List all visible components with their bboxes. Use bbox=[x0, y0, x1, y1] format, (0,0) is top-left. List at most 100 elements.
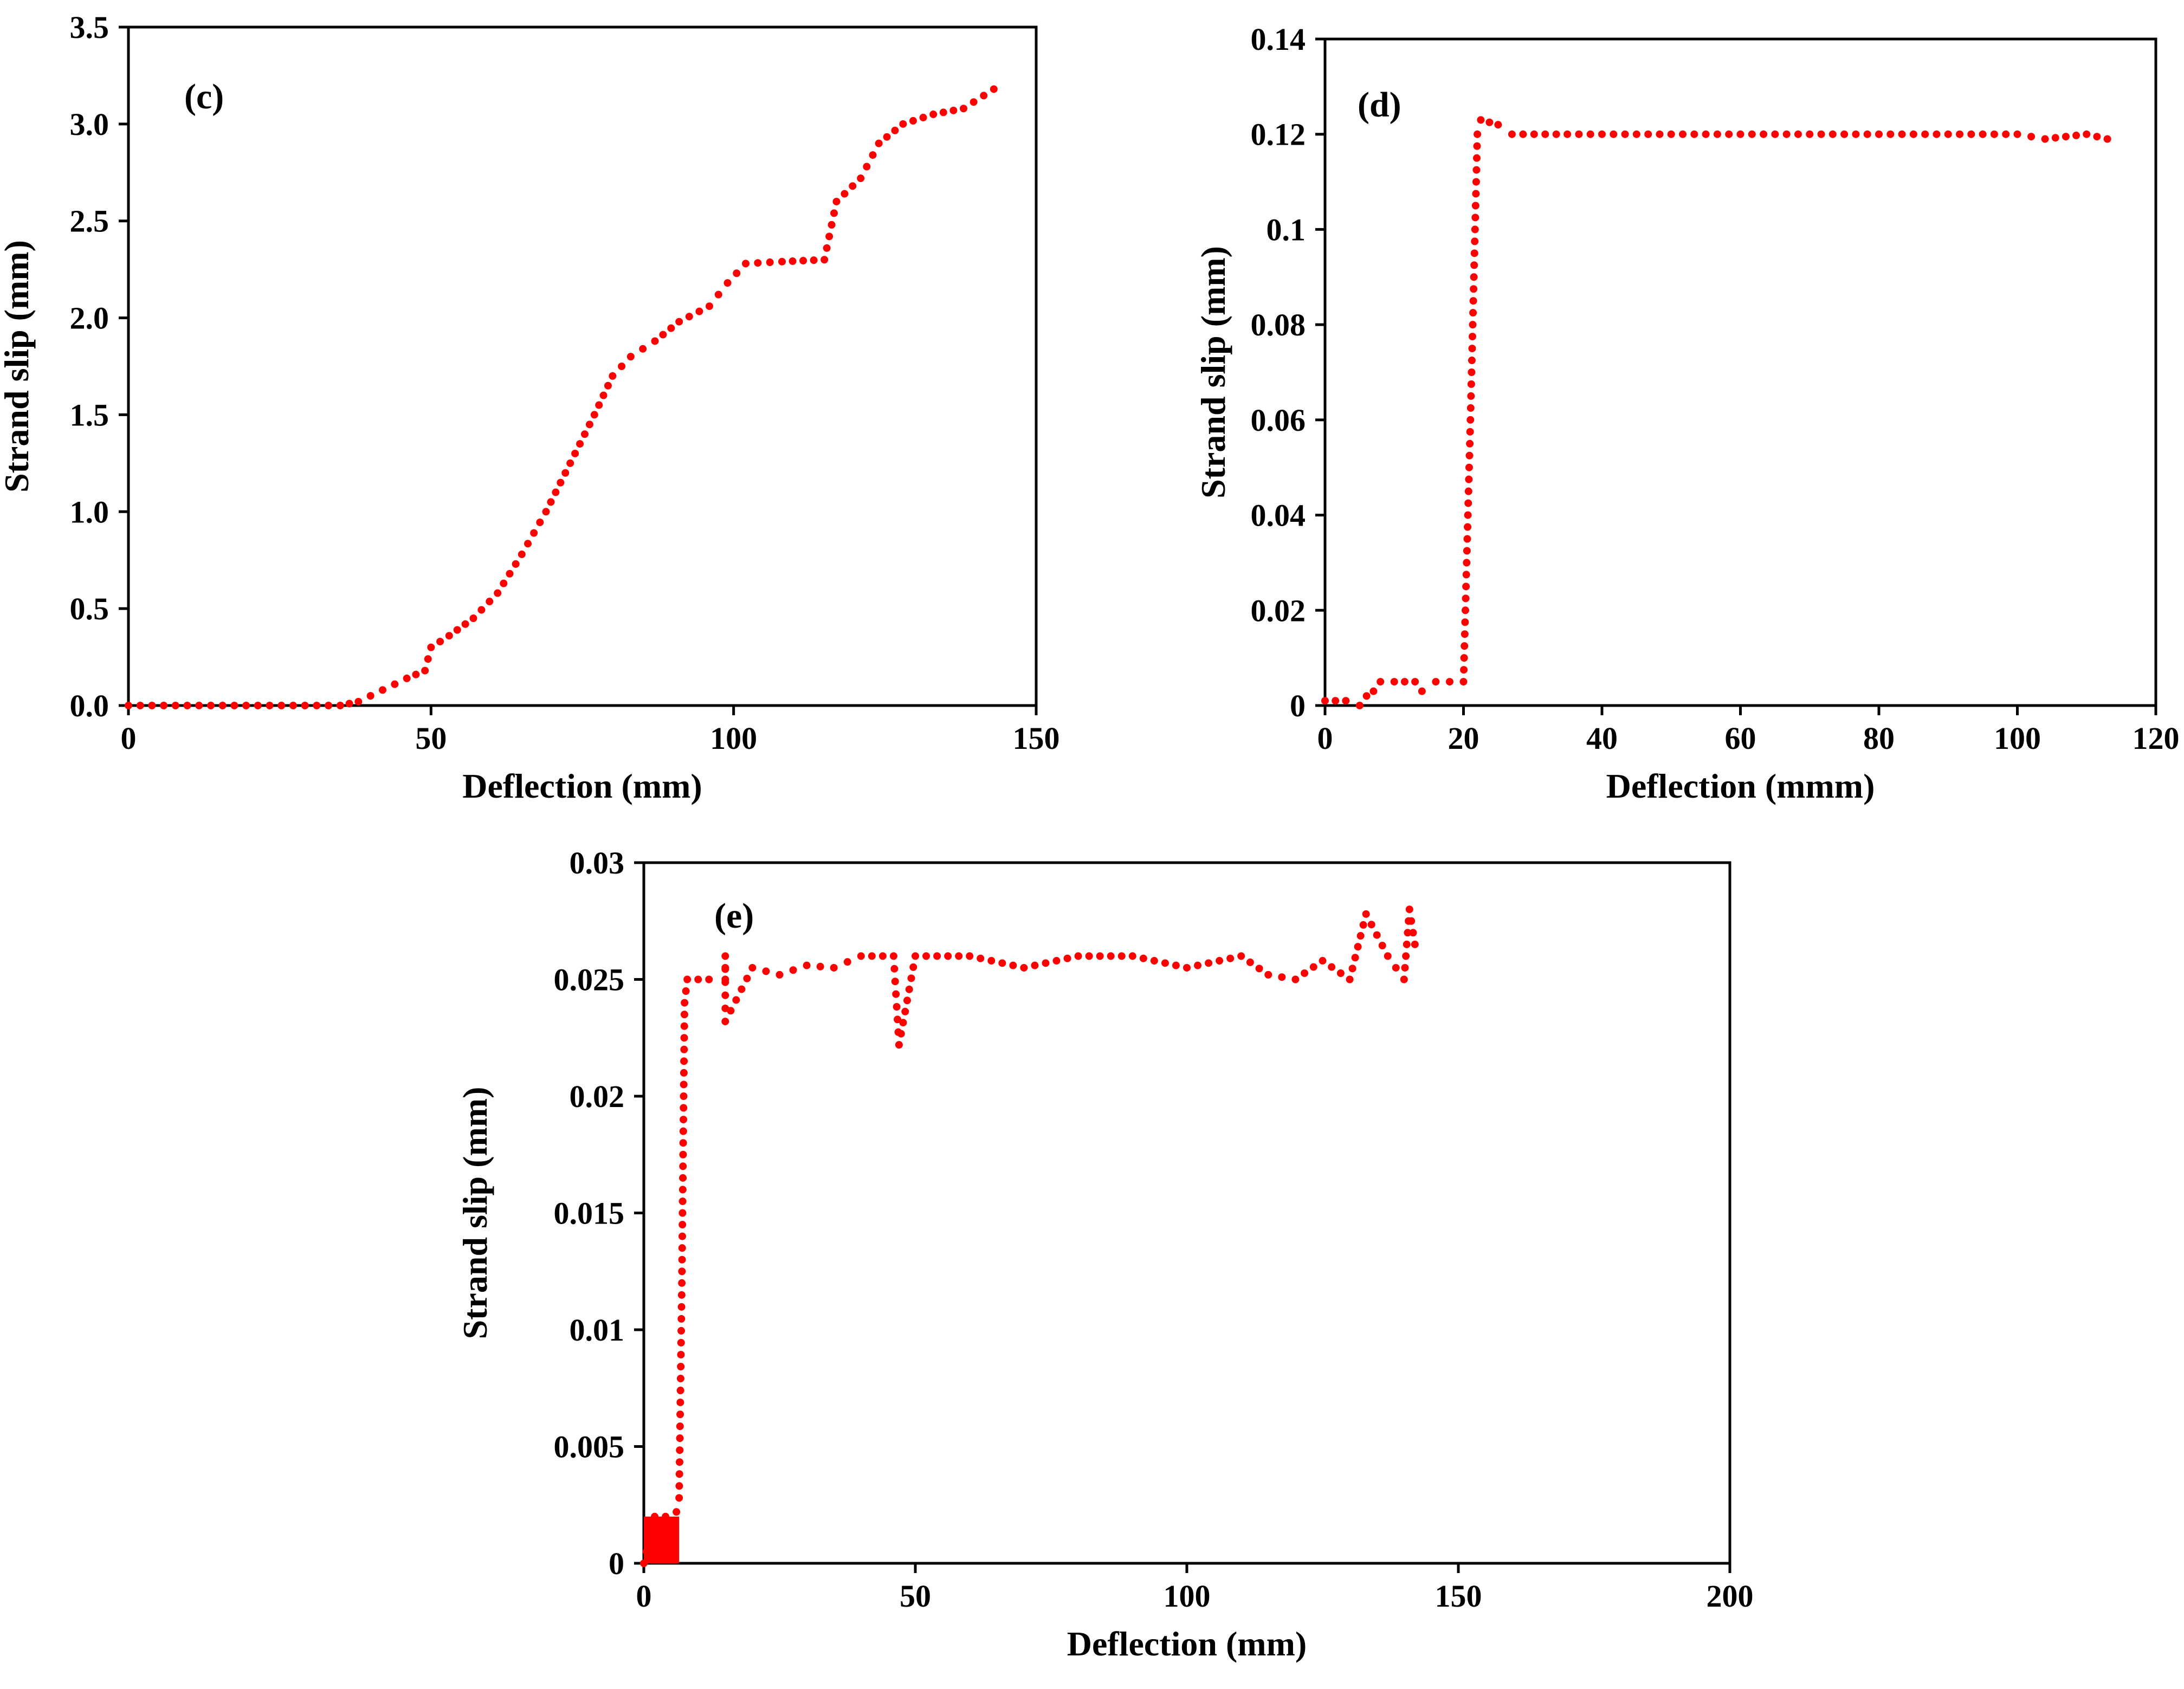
data-point bbox=[1575, 130, 1583, 138]
x-tick-label: 150 bbox=[1435, 1578, 1482, 1614]
data-point bbox=[1886, 130, 1895, 138]
data-point bbox=[1921, 130, 1929, 138]
data-point bbox=[980, 92, 988, 100]
data-point bbox=[1377, 678, 1385, 686]
data-point bbox=[1020, 963, 1028, 972]
data-point bbox=[966, 952, 974, 960]
data-point bbox=[1359, 921, 1367, 929]
data-point bbox=[1128, 952, 1136, 960]
data-point bbox=[1472, 178, 1480, 186]
x-tick-label: 80 bbox=[1863, 721, 1895, 756]
data-point bbox=[676, 1399, 684, 1407]
data-point bbox=[901, 1007, 909, 1015]
data-point bbox=[899, 120, 907, 128]
data-point bbox=[1411, 940, 1419, 948]
data-point bbox=[680, 1034, 688, 1042]
data-point bbox=[1469, 309, 1477, 317]
data-point bbox=[820, 256, 829, 264]
data-point bbox=[1226, 954, 1235, 962]
data-point bbox=[1264, 970, 1272, 979]
data-point bbox=[1362, 692, 1371, 700]
data-point bbox=[1472, 154, 1481, 162]
data-point bbox=[680, 1104, 688, 1112]
data-point bbox=[1172, 961, 1180, 969]
data-point bbox=[626, 353, 635, 361]
data-point bbox=[1944, 130, 1952, 138]
data-point bbox=[609, 372, 617, 380]
data-point bbox=[530, 529, 538, 537]
data-point bbox=[325, 702, 333, 709]
data-point bbox=[1736, 130, 1744, 138]
data-point bbox=[2062, 133, 2070, 141]
data-point bbox=[970, 98, 978, 106]
data-point bbox=[1462, 583, 1470, 591]
data-point bbox=[1470, 285, 1478, 293]
data-point bbox=[677, 1303, 686, 1311]
data-point bbox=[659, 331, 667, 339]
data-point bbox=[903, 996, 911, 1005]
data-point bbox=[2051, 134, 2059, 142]
x-tick-label: 40 bbox=[1586, 721, 1618, 756]
data-point bbox=[313, 702, 321, 709]
data-point bbox=[1852, 130, 1860, 138]
data-point bbox=[949, 106, 958, 114]
data-point bbox=[171, 702, 179, 709]
data-point bbox=[868, 952, 876, 960]
data-point bbox=[566, 459, 574, 467]
data-point bbox=[1817, 130, 1825, 138]
data-point bbox=[909, 117, 917, 125]
data-point bbox=[2041, 135, 2049, 143]
data-point bbox=[891, 978, 899, 986]
data-point bbox=[512, 560, 520, 568]
data-point bbox=[727, 1007, 735, 1015]
data-point bbox=[1052, 957, 1061, 965]
data-point bbox=[680, 1069, 688, 1077]
data-point bbox=[1411, 678, 1419, 686]
data-point bbox=[585, 420, 593, 429]
data-point bbox=[678, 1279, 686, 1287]
data-point bbox=[676, 1422, 684, 1431]
data-point bbox=[1009, 961, 1017, 969]
data-point bbox=[1369, 687, 1378, 695]
data-point bbox=[732, 996, 740, 1004]
data-point bbox=[680, 1022, 688, 1030]
data-point bbox=[230, 702, 238, 709]
y-tick-label: 0.1 bbox=[1267, 212, 1306, 247]
data-point bbox=[412, 670, 420, 678]
data-point bbox=[682, 987, 690, 995]
data-point bbox=[1470, 249, 1478, 257]
data-point bbox=[336, 702, 344, 709]
data-point bbox=[799, 257, 807, 265]
data-point bbox=[1470, 261, 1478, 269]
data-point bbox=[1598, 130, 1606, 138]
y-tick-label: 2.5 bbox=[70, 204, 109, 239]
data-point bbox=[841, 190, 849, 198]
data-point bbox=[830, 963, 838, 972]
data-point bbox=[1445, 678, 1453, 686]
data-point bbox=[1355, 702, 1364, 709]
y-tick-label: 0.02 bbox=[1251, 593, 1306, 628]
data-point bbox=[1473, 142, 1481, 150]
data-point bbox=[1667, 130, 1675, 138]
data-point bbox=[673, 1508, 681, 1516]
data-point bbox=[810, 256, 818, 264]
data-point bbox=[639, 345, 647, 353]
data-point bbox=[1471, 213, 1479, 222]
data-point bbox=[1348, 965, 1356, 973]
x-tick-label: 20 bbox=[1448, 721, 1479, 756]
data-point bbox=[1351, 954, 1359, 962]
data-point bbox=[1468, 368, 1476, 376]
data-point bbox=[695, 307, 703, 315]
data-point bbox=[676, 1410, 684, 1419]
data-point bbox=[778, 257, 786, 266]
data-point bbox=[436, 637, 444, 645]
x-tick-label: 60 bbox=[1725, 721, 1756, 756]
data-point bbox=[1898, 130, 1906, 138]
data-point bbox=[1356, 932, 1365, 940]
data-point bbox=[1771, 130, 1779, 138]
data-point bbox=[1472, 166, 1481, 174]
data-point bbox=[1063, 954, 1071, 962]
data-point bbox=[762, 967, 770, 975]
data-point bbox=[677, 1363, 685, 1371]
data-point bbox=[960, 105, 967, 113]
